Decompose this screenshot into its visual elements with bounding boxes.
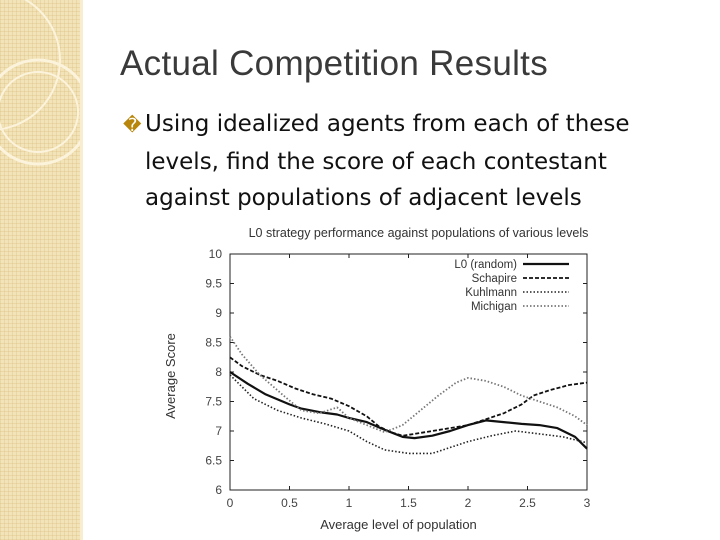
x-tick-label: 0.5 [281, 496, 298, 510]
series-line-kuhlmann [229, 374, 588, 455]
legend-label: Kuhlmann [465, 287, 517, 299]
chart-title: L0 strategy performance against populati… [249, 226, 589, 240]
x-axis-label: Average level of population [320, 517, 477, 532]
decorative-side-strip [0, 0, 80, 540]
bullet-text-block: � Using idealized agents from each of the… [123, 106, 703, 216]
y-tick-label: 6.5 [205, 454, 222, 468]
series-line-l0-random [229, 371, 588, 450]
y-tick-label: 8 [215, 365, 222, 379]
y-tick-label: 9 [215, 306, 222, 320]
legend-label: Schapire [472, 273, 517, 285]
y-tick-label: 7.5 [205, 395, 222, 409]
bullet-glyph: � [123, 115, 142, 136]
bullet-line-1-text: Using idealized agents from each of thes… [145, 111, 630, 137]
chart: L0 strategy performance against populati… [163, 226, 591, 532]
y-tick-label: 9.5 [205, 277, 222, 291]
series-line-michigan [229, 336, 588, 434]
bullet-line-1: � Using idealized agents from each of the… [123, 106, 703, 144]
y-axis-label: Average Score [163, 333, 178, 419]
x-tick-label: 2 [465, 496, 472, 510]
x-tick-label: 2.5 [519, 496, 536, 510]
y-tick-label: 7 [215, 424, 222, 438]
x-tick-label: 3 [584, 496, 591, 510]
legend-label: Michigan [471, 301, 517, 313]
legend-label: L0 (random) [454, 259, 517, 271]
decorative-circles [0, 0, 80, 166]
x-tick-label: 1 [346, 496, 353, 510]
strip-edge [80, 0, 83, 540]
series-line-schapire [229, 356, 588, 437]
bullet-line-3: against populations of adjacent levels [145, 185, 582, 211]
x-tick-label: 1.5 [400, 496, 417, 510]
bullet-line-2: levels, find the score of each contestan… [145, 149, 607, 175]
slide-title: Actual Competition Results [120, 44, 548, 83]
y-tick-label: 8.5 [205, 336, 222, 350]
y-tick-label: 6 [215, 483, 222, 497]
x-tick-label: 0 [227, 496, 234, 510]
plot-frame [229, 253, 588, 491]
y-tick-label: 10 [209, 247, 223, 261]
